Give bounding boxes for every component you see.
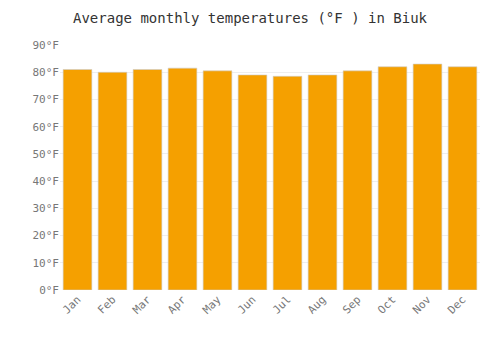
- svg-text:Dec: Dec: [445, 293, 468, 316]
- svg-text:Apr: Apr: [165, 293, 189, 317]
- svg-text:20°F: 20°F: [33, 229, 60, 242]
- svg-text:90°F: 90°F: [33, 39, 60, 52]
- svg-text:Jan: Jan: [60, 293, 83, 316]
- svg-text:50°F: 50°F: [33, 148, 60, 161]
- svg-text:Average monthly temperatures (: Average monthly temperatures (°F ) in Bi…: [73, 10, 428, 26]
- svg-text:Feb: Feb: [95, 293, 118, 316]
- svg-text:70°F: 70°F: [33, 93, 60, 106]
- svg-text:Jul: Jul: [270, 293, 293, 316]
- svg-text:Oct: Oct: [375, 293, 398, 316]
- svg-text:Nov: Nov: [410, 293, 434, 317]
- svg-text:May: May: [200, 293, 224, 317]
- svg-text:10°F: 10°F: [33, 257, 60, 270]
- svg-text:80°F: 80°F: [33, 66, 60, 79]
- svg-text:0°F: 0°F: [39, 284, 59, 297]
- svg-text:Sep: Sep: [340, 293, 363, 316]
- svg-text:40°F: 40°F: [33, 175, 60, 188]
- svg-text:Jun: Jun: [235, 293, 258, 316]
- svg-text:Aug: Aug: [305, 293, 328, 316]
- svg-text:Mar: Mar: [130, 293, 154, 317]
- svg-text:30°F: 30°F: [33, 202, 60, 215]
- svg-text:60°F: 60°F: [33, 121, 60, 134]
